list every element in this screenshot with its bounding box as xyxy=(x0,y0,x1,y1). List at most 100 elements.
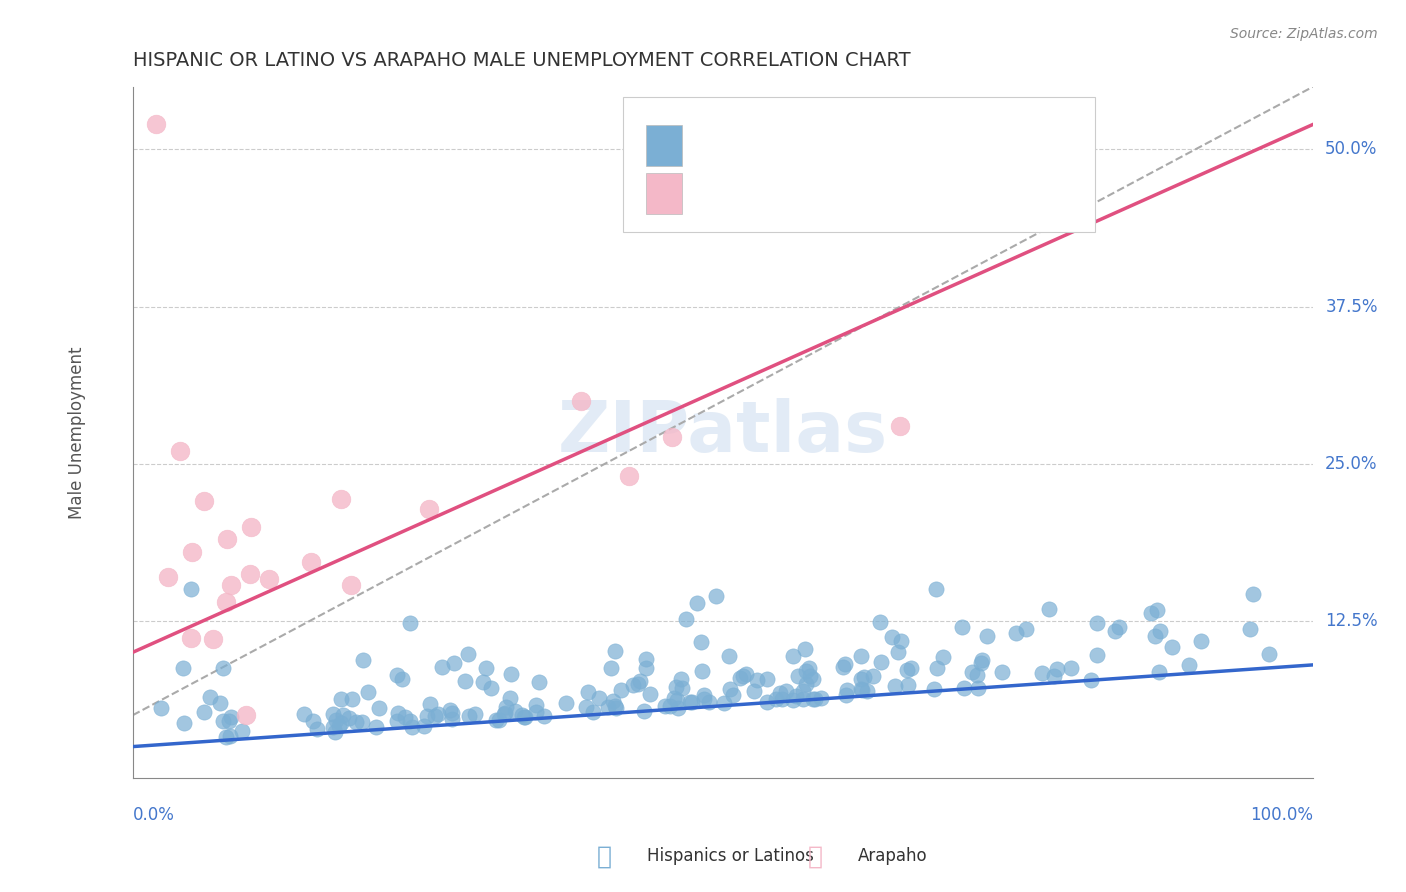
Hispanics or Latinos xyxy=(801,691,824,706)
Hispanics or Latinos xyxy=(423,709,446,723)
Hispanics or Latinos xyxy=(717,648,740,663)
Hispanics or Latinos xyxy=(976,629,998,643)
Text: 12.5%: 12.5% xyxy=(1326,612,1378,630)
Hispanics or Latinos xyxy=(768,686,790,700)
Hispanics or Latinos xyxy=(173,716,195,731)
Hispanics or Latinos xyxy=(775,684,797,698)
Hispanics or Latinos xyxy=(439,703,461,717)
Text: ⬜: ⬜ xyxy=(598,845,612,868)
Hispanics or Latinos xyxy=(415,708,437,723)
Hispanics or Latinos xyxy=(704,589,727,603)
Hispanics or Latinos xyxy=(329,715,352,730)
Arapaho xyxy=(219,578,242,592)
Hispanics or Latinos xyxy=(849,672,872,686)
Hispanics or Latinos xyxy=(149,701,172,715)
Hispanics or Latinos xyxy=(387,714,409,728)
Hispanics or Latinos xyxy=(671,681,693,696)
Hispanics or Latinos xyxy=(1038,601,1060,615)
Hispanics or Latinos xyxy=(621,678,644,692)
Hispanics or Latinos xyxy=(1031,665,1053,680)
Hispanics or Latinos xyxy=(588,690,610,705)
Text: R = 0.593    N = 196: R = 0.593 N = 196 xyxy=(693,133,882,151)
Hispanics or Latinos xyxy=(533,709,555,723)
Hispanics or Latinos xyxy=(454,673,477,688)
Hispanics or Latinos xyxy=(880,630,903,644)
Hispanics or Latinos xyxy=(323,725,346,739)
Hispanics or Latinos xyxy=(499,666,522,681)
Hispanics or Latinos xyxy=(488,713,510,727)
Hispanics or Latinos xyxy=(527,675,550,690)
Hispanics or Latinos xyxy=(1178,657,1201,672)
Hispanics or Latinos xyxy=(654,698,676,713)
Text: R = 0.577    N =  22: R = 0.577 N = 22 xyxy=(693,181,876,199)
Hispanics or Latinos xyxy=(494,706,516,720)
Hispanics or Latinos xyxy=(851,682,873,697)
Hispanics or Latinos xyxy=(851,682,873,697)
Hispanics or Latinos xyxy=(193,705,215,719)
Hispanics or Latinos xyxy=(209,697,232,711)
Hispanics or Latinos xyxy=(697,695,720,709)
Hispanics or Latinos xyxy=(399,616,422,631)
Hispanics or Latinos xyxy=(633,704,655,718)
Arapaho xyxy=(617,469,640,483)
Text: 100.0%: 100.0% xyxy=(1250,805,1313,823)
Hispanics or Latinos xyxy=(1046,662,1069,676)
Hispanics or Latinos xyxy=(554,696,576,710)
Arapaho xyxy=(193,494,215,508)
Text: ZIPatlas: ZIPatlas xyxy=(558,398,889,467)
Hispanics or Latinos xyxy=(322,707,344,722)
FancyBboxPatch shape xyxy=(647,125,682,166)
Hispanics or Latinos xyxy=(427,707,450,722)
Hispanics or Latinos xyxy=(799,668,821,682)
Hispanics or Latinos xyxy=(212,661,235,675)
Hispanics or Latinos xyxy=(512,710,534,724)
Text: Hispanics or Latinos: Hispanics or Latinos xyxy=(647,847,814,865)
Hispanics or Latinos xyxy=(665,680,688,694)
Hispanics or Latinos xyxy=(991,665,1014,679)
Hispanics or Latinos xyxy=(180,582,202,597)
Hispanics or Latinos xyxy=(1257,648,1279,662)
Arapaho xyxy=(217,532,239,546)
Hispanics or Latinos xyxy=(337,711,360,725)
Hispanics or Latinos xyxy=(787,668,810,682)
Hispanics or Latinos xyxy=(605,698,627,713)
Hispanics or Latinos xyxy=(966,681,988,695)
Hispanics or Latinos xyxy=(1143,630,1166,644)
Hispanics or Latinos xyxy=(731,669,754,683)
Arapaho xyxy=(215,595,238,609)
Text: HISPANIC OR LATINO VS ARAPAHO MALE UNEMPLOYMENT CORRELATION CHART: HISPANIC OR LATINO VS ARAPAHO MALE UNEMP… xyxy=(132,51,911,70)
Hispanics or Latinos xyxy=(172,660,194,674)
Hispanics or Latinos xyxy=(692,692,714,706)
Hispanics or Latinos xyxy=(966,667,988,681)
Hispanics or Latinos xyxy=(322,719,344,733)
Text: Male Unemployment: Male Unemployment xyxy=(67,346,86,518)
Hispanics or Latinos xyxy=(950,620,973,634)
Hispanics or Latinos xyxy=(364,720,387,734)
Hispanics or Latinos xyxy=(689,635,711,649)
Hispanics or Latinos xyxy=(352,715,374,730)
Hispanics or Latinos xyxy=(610,682,633,697)
Hispanics or Latinos xyxy=(627,677,650,691)
Hispanics or Latinos xyxy=(664,690,686,705)
Hispanics or Latinos xyxy=(728,671,751,685)
Hispanics or Latinos xyxy=(1241,587,1264,601)
Arapaho xyxy=(201,632,224,647)
Text: ⬜: ⬜ xyxy=(808,845,823,868)
Hispanics or Latinos xyxy=(302,714,325,729)
Hispanics or Latinos xyxy=(198,690,221,704)
Hispanics or Latinos xyxy=(794,677,817,691)
Hispanics or Latinos xyxy=(367,701,389,715)
Hispanics or Latinos xyxy=(479,681,502,695)
Hispanics or Latinos xyxy=(599,661,621,675)
Hispanics or Latinos xyxy=(897,678,920,692)
Hispanics or Latinos xyxy=(765,692,787,706)
Hispanics or Latinos xyxy=(832,660,855,674)
Hispanics or Latinos xyxy=(1015,622,1038,636)
Hispanics or Latinos xyxy=(887,645,910,659)
Arapaho xyxy=(169,444,191,458)
Arapaho xyxy=(329,491,352,506)
Hispanics or Latinos xyxy=(494,706,516,721)
Hispanics or Latinos xyxy=(1140,607,1163,621)
Arapaho xyxy=(571,393,593,408)
Hispanics or Latinos xyxy=(925,661,948,675)
